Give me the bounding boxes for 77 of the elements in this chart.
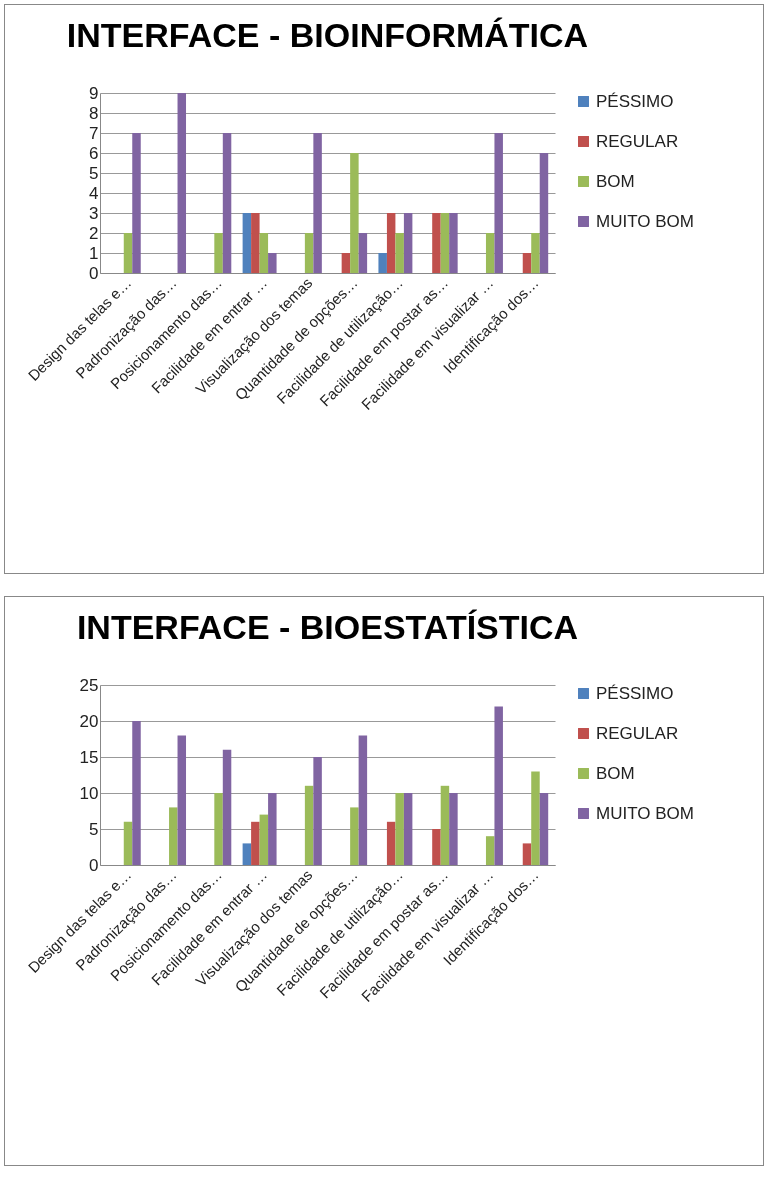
legend-label: PÉSSIMO [596,683,674,703]
y-tick-label: 10 [79,783,99,803]
y-tick-label: 4 [89,183,99,203]
bar [358,233,368,273]
y-tick-label: 7 [89,123,99,143]
bar [539,793,549,865]
bar [313,133,322,273]
y-tick-label: 15 [79,747,99,767]
legend-label: BOM [596,763,635,783]
bar [531,771,540,865]
bar [485,836,495,865]
bar [358,735,368,865]
bar [440,785,450,865]
bar [341,253,351,273]
bar [440,213,450,273]
legend-label: PÉSSIMO [596,91,674,111]
y-tick-label: 5 [89,163,99,183]
legend-label: MUITO BOM [596,803,694,823]
bar [449,793,458,865]
chart-title: INTERFACE - BIOESTATÍSTICA [76,608,579,646]
bar [313,757,322,865]
bar [251,213,260,273]
bar [242,843,252,865]
bar [395,793,404,865]
bar [494,706,503,865]
bar [222,749,232,865]
bar [242,213,252,273]
bar [449,213,458,273]
bar [123,821,133,865]
bar [395,233,404,273]
bar [268,793,277,865]
bar [222,133,232,273]
y-tick-label: 8 [89,103,99,123]
y-tick-label: 2 [89,223,99,243]
bar [350,807,359,865]
bar [378,253,387,273]
bar [259,814,269,865]
bar [268,253,277,273]
bar [350,153,359,273]
y-tick-label: 6 [89,143,99,163]
bar [169,807,178,865]
bar [259,233,269,273]
y-tick-label: 9 [89,83,99,103]
bar [251,821,260,865]
legend-label: MUITO BOM [596,211,694,231]
legend-label: BOM [596,171,635,191]
bar [494,133,503,273]
bar [403,793,413,865]
bar [177,735,187,865]
y-tick-label: 20 [79,711,99,731]
bar [304,785,314,865]
bar [531,233,540,273]
bar [214,793,223,865]
bar [522,843,532,865]
bar [522,253,532,273]
y-tick-label: 1 [89,243,99,263]
bar [177,93,187,273]
bar [214,233,223,273]
bar [432,213,441,273]
bar [132,721,141,865]
bar [432,829,441,865]
bar [386,821,396,865]
bar [123,233,133,273]
legend-label: REGULAR [596,131,679,151]
y-tick-label: 5 [89,819,99,839]
bar [403,213,413,273]
bar [132,133,141,273]
bar [304,233,314,273]
bar [485,233,495,273]
bar [386,213,396,273]
y-tick-label: 0 [89,855,99,875]
legend-label: REGULAR [596,723,679,743]
y-tick-label: 25 [79,675,99,695]
y-tick-label: 3 [89,203,99,223]
y-tick-label: 0 [89,263,99,283]
bar [539,153,549,273]
chart-title: INTERFACE - BIOINFORMÁTICA [66,16,589,54]
